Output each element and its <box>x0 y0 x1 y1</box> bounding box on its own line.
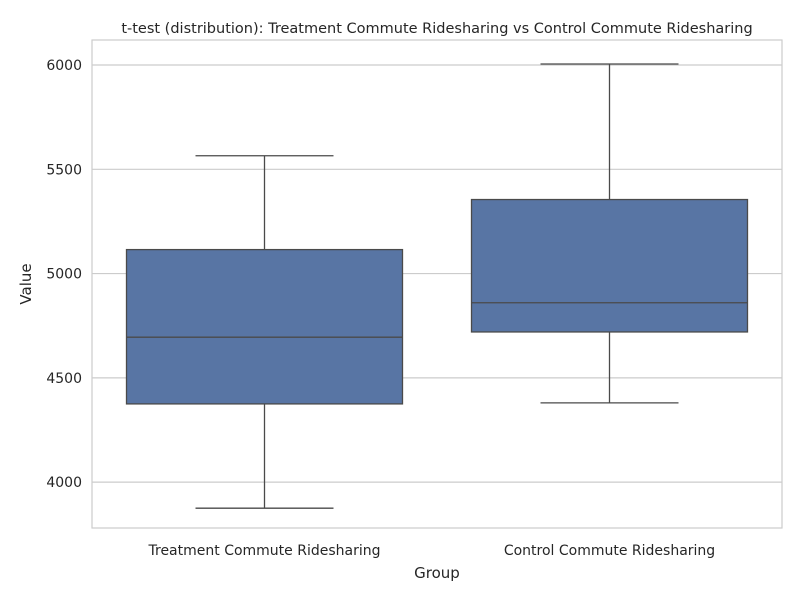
y-axis-label: Value <box>17 263 35 304</box>
iqr-box <box>470 198 749 333</box>
boxes <box>125 63 749 509</box>
y-tick-label: 4000 <box>46 475 82 491</box>
box-group <box>125 155 404 509</box>
box-group <box>470 63 749 404</box>
y-tick-label: 6000 <box>46 58 82 74</box>
iqr-box <box>125 248 404 405</box>
x-tick-labels: Treatment Commute Ridesharing Control Com… <box>148 543 716 559</box>
plot-frame <box>91 39 783 529</box>
y-tick-label: 5000 <box>46 267 82 283</box>
y-tick-labels: 4000 4500 5000 5500 6000 <box>46 58 82 491</box>
x-tick-label: Treatment Commute Ridesharing <box>148 543 381 559</box>
y-tick-label: 5500 <box>46 162 82 178</box>
chart-title: t-test (distribution): Treatment Commute… <box>121 21 752 37</box>
x-tick-label: Control Commute Ridesharing <box>504 543 715 559</box>
y-tick-label: 4500 <box>46 371 82 387</box>
x-axis-label: Group <box>414 564 460 582</box>
